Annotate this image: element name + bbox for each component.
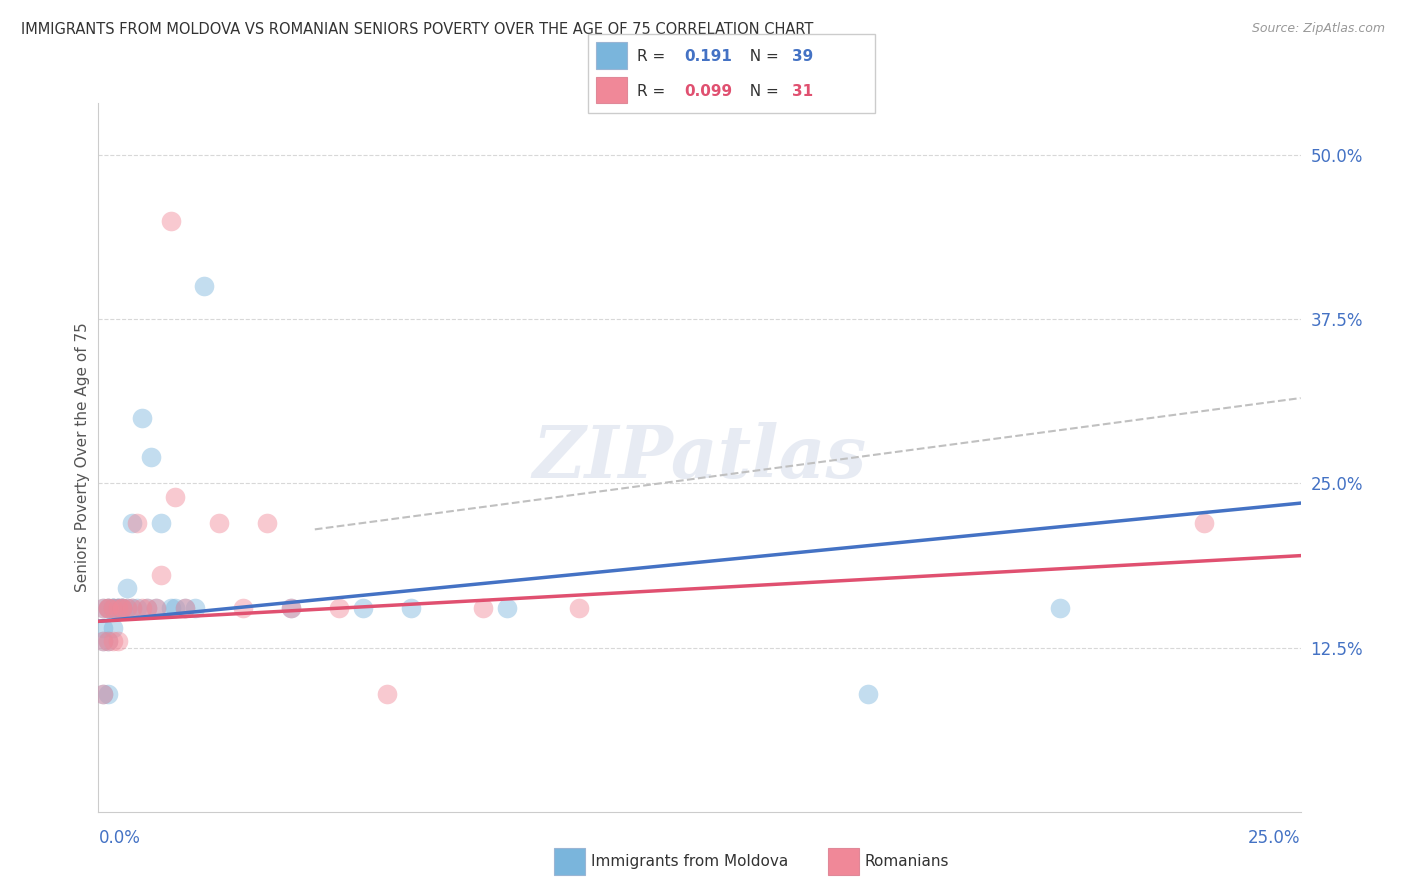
Point	[149, 516, 172, 530]
Point	[121, 516, 143, 530]
Point	[174, 601, 197, 615]
Point	[472, 601, 495, 615]
Point	[91, 634, 114, 648]
Point	[159, 214, 181, 228]
Text: Immigrants from Moldova: Immigrants from Moldova	[591, 855, 787, 869]
Point	[111, 601, 134, 615]
Text: 25.0%: 25.0%	[1249, 830, 1301, 847]
Point	[165, 490, 187, 504]
Point	[97, 601, 120, 615]
Point	[149, 568, 172, 582]
Text: N =: N =	[740, 84, 783, 98]
Point	[145, 601, 167, 615]
Point	[193, 279, 215, 293]
Point	[101, 621, 124, 635]
Y-axis label: Seniors Poverty Over the Age of 75: Seniors Poverty Over the Age of 75	[75, 322, 90, 592]
Point	[131, 410, 153, 425]
Point	[256, 516, 278, 530]
Point	[135, 601, 157, 615]
Point	[101, 601, 124, 615]
Point	[121, 601, 143, 615]
Point	[856, 687, 879, 701]
Point	[97, 687, 120, 701]
Text: 0.0%: 0.0%	[98, 830, 141, 847]
Point	[91, 687, 114, 701]
Point	[101, 634, 124, 648]
Text: R =: R =	[637, 84, 671, 98]
Text: 39: 39	[792, 49, 813, 64]
Point	[1049, 601, 1071, 615]
Point	[107, 601, 129, 615]
Point	[97, 634, 120, 648]
Point	[107, 601, 129, 615]
Point	[91, 601, 114, 615]
Text: 0.099: 0.099	[685, 84, 733, 98]
Point	[135, 601, 157, 615]
Point	[117, 601, 139, 615]
Point	[97, 634, 120, 648]
Point	[165, 601, 187, 615]
Text: R =: R =	[637, 49, 671, 64]
Point	[107, 601, 129, 615]
Point	[568, 601, 591, 615]
Point	[125, 601, 148, 615]
Text: IMMIGRANTS FROM MOLDOVA VS ROMANIAN SENIORS POVERTY OVER THE AGE OF 75 CORRELATI: IMMIGRANTS FROM MOLDOVA VS ROMANIAN SENI…	[21, 22, 814, 37]
Point	[145, 601, 167, 615]
Point	[125, 516, 148, 530]
Point	[117, 601, 139, 615]
Text: N =: N =	[740, 49, 783, 64]
Point	[107, 601, 129, 615]
Point	[101, 601, 124, 615]
Point	[101, 601, 124, 615]
Point	[232, 601, 254, 615]
Point	[107, 634, 129, 648]
Point	[91, 621, 114, 635]
Point	[111, 601, 134, 615]
Point	[280, 601, 302, 615]
Text: 0.191: 0.191	[685, 49, 733, 64]
Point	[183, 601, 205, 615]
Point	[399, 601, 422, 615]
Point	[280, 601, 302, 615]
Point	[208, 516, 231, 530]
Point	[91, 601, 114, 615]
Point	[174, 601, 197, 615]
Point	[1194, 516, 1216, 530]
Point	[91, 687, 114, 701]
Point	[91, 634, 114, 648]
Point	[97, 601, 120, 615]
Point	[111, 601, 134, 615]
Point	[97, 601, 120, 615]
Point	[375, 687, 398, 701]
Point	[352, 601, 374, 615]
Text: ZIPatlas: ZIPatlas	[533, 422, 866, 492]
Point	[496, 601, 519, 615]
Point	[111, 601, 134, 615]
Point	[131, 601, 153, 615]
Point	[117, 582, 139, 596]
Point	[141, 450, 163, 465]
Point	[101, 601, 124, 615]
Point	[328, 601, 350, 615]
Point	[121, 601, 143, 615]
Text: Romanians: Romanians	[865, 855, 949, 869]
Text: Source: ZipAtlas.com: Source: ZipAtlas.com	[1251, 22, 1385, 36]
Text: 31: 31	[792, 84, 813, 98]
Point	[97, 601, 120, 615]
Point	[159, 601, 181, 615]
Point	[111, 601, 134, 615]
